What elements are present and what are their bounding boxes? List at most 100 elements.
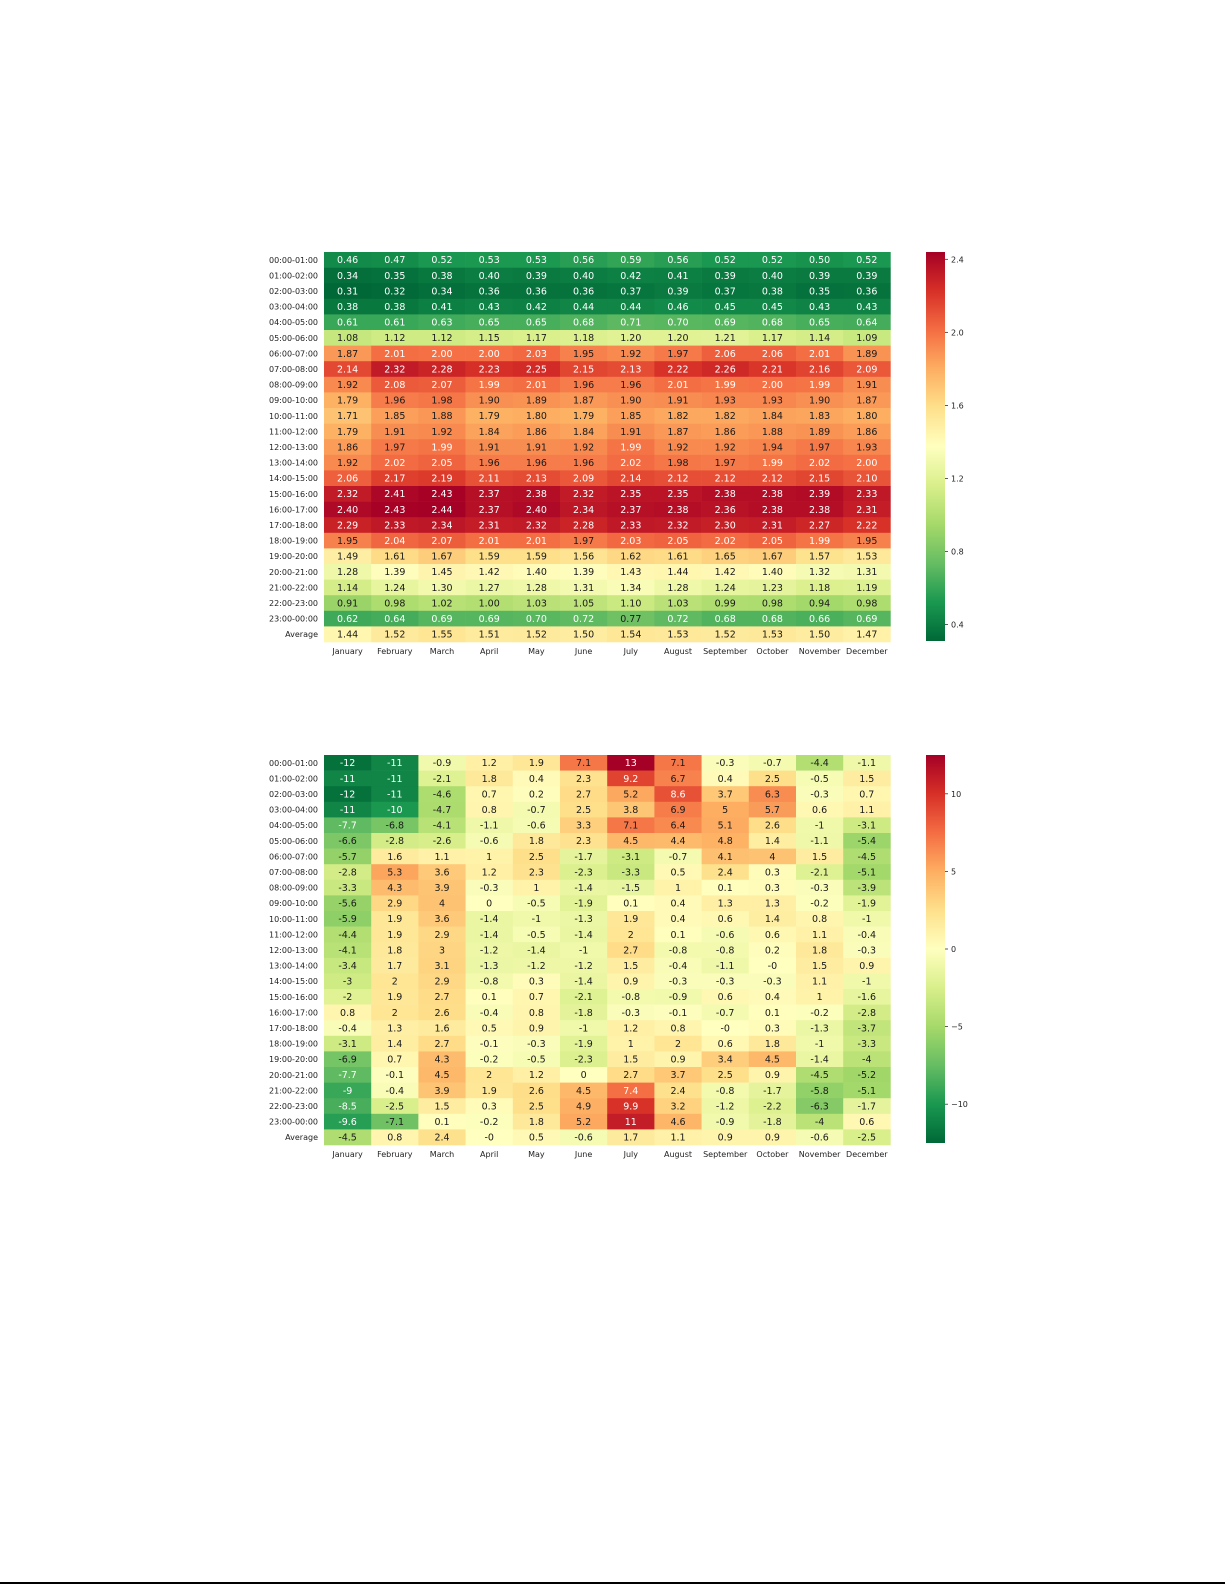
cell-value-label: 1.4 [765, 914, 780, 925]
cell-value-label: 0.34 [337, 271, 358, 282]
cell-value-label: -1.6 [858, 992, 877, 1003]
heatmap-cell [465, 864, 514, 881]
cell-value-label: 0.71 [620, 318, 641, 329]
cell-value-label: 2.4 [718, 867, 733, 878]
heatmap-cell [465, 1051, 514, 1068]
cell-value-label: 4.5 [623, 836, 638, 847]
heatmap-cell [418, 298, 466, 315]
heatmap-cell [796, 330, 844, 346]
heatmap-cell [701, 392, 750, 409]
cell-value-label: 2.5 [576, 805, 591, 816]
cell-value-label: 1.93 [856, 442, 877, 453]
cell-value-label: 0 [486, 899, 492, 910]
row-label: 19:00-20:00 [269, 1055, 318, 1064]
cell-value-label: 1.87 [573, 396, 594, 407]
heatmap-cell [748, 942, 797, 959]
heatmap-cell [748, 548, 797, 565]
cell-value-label: 0.72 [667, 614, 688, 625]
heatmap-cell [324, 423, 372, 440]
heatmap-cell [324, 1098, 372, 1115]
heatmap-cell [512, 548, 561, 565]
cell-value-label: 2.22 [667, 364, 688, 375]
heatmap-cell [701, 314, 750, 331]
heatmap-cell [418, 392, 466, 409]
heatmap-cell [324, 330, 372, 346]
heatmap-cell [607, 864, 655, 881]
cell-value-label: 1 [675, 883, 681, 894]
cell-value-label: 1.96 [573, 458, 594, 469]
cell-value-label: 2.01 [526, 380, 547, 391]
cell-value-label: 1.89 [809, 427, 830, 438]
cell-value-label: 1.99 [809, 536, 830, 547]
cell-value-label: -1 [862, 914, 871, 925]
cell-value-label: 2.43 [431, 489, 452, 500]
heatmap-cell [748, 864, 797, 881]
heatmap-cell [843, 1035, 891, 1052]
heatmap-cell [654, 1113, 702, 1130]
heatmap-cell [607, 423, 655, 440]
cell-value-label: 3.1 [434, 961, 449, 972]
heatmap-cell [324, 942, 372, 959]
cell-value-label: 1.9 [387, 914, 402, 925]
heatmap-cell [843, 408, 891, 424]
heatmap-cell [701, 801, 750, 818]
cell-value-label: 1.87 [337, 349, 358, 360]
cell-value-label: 1.12 [431, 333, 452, 344]
cell-value-label: 2.38 [667, 505, 688, 516]
heatmap-cell [418, 423, 466, 440]
heatmap-cell [324, 770, 372, 787]
cell-value-label: 0.9 [670, 1055, 685, 1066]
heatmap-cell [701, 408, 750, 424]
heatmap-cell [748, 755, 797, 771]
heatmap-cell [560, 423, 608, 440]
heatmap-cell [796, 864, 844, 881]
cell-value-label: 2.35 [620, 489, 641, 500]
heatmap-cell [843, 376, 891, 393]
cell-value-label: 2.19 [431, 474, 452, 485]
heatmap-cell [560, 833, 608, 849]
heatmap-cell [512, 392, 561, 409]
heatmap-cell [701, 595, 750, 612]
cell-value-label: 2.41 [384, 489, 405, 500]
cell-value-label: 1.5 [623, 961, 638, 972]
heatmap-cell [465, 1082, 514, 1099]
cell-value-label: 1.82 [715, 411, 736, 422]
cell-value-label: 1.97 [667, 349, 688, 360]
heatmap-cell [324, 610, 372, 627]
heatmap-cell [465, 1004, 514, 1021]
cell-value-label: -1.2 [716, 1101, 735, 1112]
cell-value-label: 3.9 [434, 883, 449, 894]
heatmap-cell [843, 957, 891, 974]
cell-value-label: 1.89 [856, 349, 877, 360]
heatmap-cell [748, 911, 797, 927]
heatmap-cell [324, 595, 372, 612]
cell-value-label: 0.6 [859, 1117, 874, 1128]
cell-value-label: 3.9 [434, 1086, 449, 1097]
heatmap-cell [843, 314, 891, 331]
cell-value-label: -1.9 [858, 899, 877, 910]
heatmap-cell [324, 989, 372, 1005]
heatmap-cell [748, 517, 797, 534]
cell-value-label: 1.86 [526, 427, 547, 438]
cell-value-label: 0.3 [529, 977, 544, 988]
heatmap-cell [324, 817, 372, 834]
heatmap-cell [324, 626, 372, 643]
cell-value-label: 0.65 [526, 318, 547, 329]
column-label: August [664, 1150, 692, 1159]
heatmap-cell [512, 376, 561, 393]
heatmap-cell [512, 770, 561, 787]
heatmap-cell [512, 801, 561, 818]
cell-value-label: 1.18 [573, 333, 594, 344]
heatmap-cell [748, 610, 797, 627]
cell-value-label: 1.89 [526, 396, 547, 407]
heatmap-cell [560, 1051, 608, 1068]
heatmap-cell [607, 283, 655, 300]
heatmap-cell [371, 1004, 419, 1021]
cell-value-label: -1.3 [574, 914, 593, 925]
cell-value-label: -1.4 [480, 914, 499, 925]
heatmap-cell [418, 330, 466, 346]
heatmap-cell [607, 833, 655, 849]
cell-value-label: -2.3 [574, 867, 593, 878]
heatmap-cell [418, 579, 466, 596]
cell-value-label: 1.17 [762, 333, 783, 344]
